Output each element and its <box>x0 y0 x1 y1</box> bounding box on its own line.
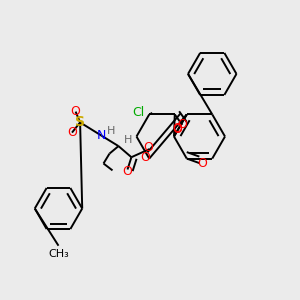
Text: O: O <box>67 126 77 139</box>
Text: O: O <box>123 165 132 178</box>
Text: CH₃: CH₃ <box>48 249 69 259</box>
Text: O: O <box>71 105 80 118</box>
Text: O: O <box>172 122 182 135</box>
Text: S: S <box>75 116 85 129</box>
Text: N: N <box>97 129 106 142</box>
Text: O: O <box>172 123 182 136</box>
Text: Cl: Cl <box>133 106 145 119</box>
Text: H: H <box>106 125 115 136</box>
Text: H: H <box>124 135 132 145</box>
Text: O: O <box>177 118 187 131</box>
Text: O: O <box>143 141 153 154</box>
Text: O: O <box>141 151 151 164</box>
Text: O: O <box>197 157 207 169</box>
